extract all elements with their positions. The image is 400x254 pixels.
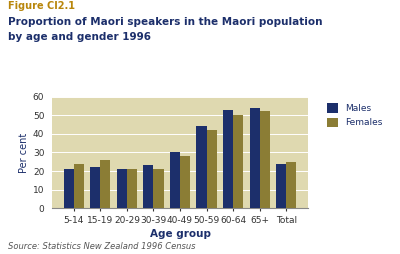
Text: by age and gender 1996: by age and gender 1996	[8, 32, 151, 42]
Bar	[74, 164, 84, 208]
Bar	[154, 169, 164, 208]
Bar	[143, 165, 154, 208]
Bar	[276, 164, 286, 208]
Text: Figure CI2.1: Figure CI2.1	[8, 1, 75, 11]
Bar	[170, 152, 180, 208]
Bar	[180, 156, 190, 208]
X-axis label: Age group: Age group	[150, 229, 210, 239]
Bar	[100, 160, 110, 208]
Bar	[117, 169, 127, 208]
Text: Source: Statistics New Zealand 1996 Census: Source: Statistics New Zealand 1996 Cens…	[8, 243, 196, 251]
Bar	[233, 115, 243, 208]
Bar	[90, 167, 100, 208]
Legend: Males, Females: Males, Females	[323, 99, 387, 132]
Bar	[250, 108, 260, 208]
Bar	[286, 162, 296, 208]
Bar	[260, 112, 270, 208]
Bar	[196, 126, 206, 208]
Y-axis label: Per cent: Per cent	[19, 132, 29, 172]
Bar	[127, 169, 137, 208]
Bar	[206, 130, 217, 208]
Bar	[64, 169, 74, 208]
Text: Proportion of Maori speakers in the Maori population: Proportion of Maori speakers in the Maor…	[8, 17, 322, 26]
Bar	[223, 109, 233, 208]
